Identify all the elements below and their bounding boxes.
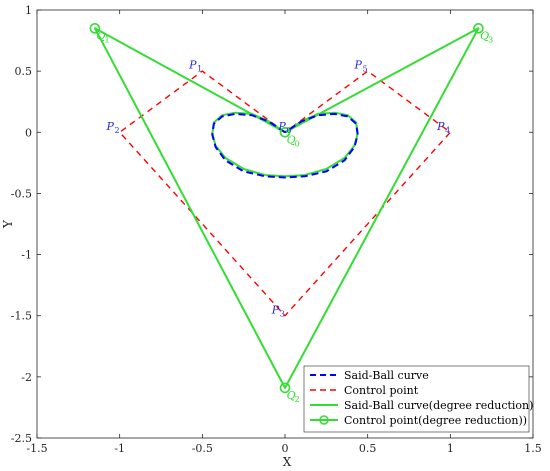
point-label-6-letter: Q xyxy=(287,133,296,146)
x-tick-label-2: -0.5 xyxy=(192,442,213,455)
point-label-8-letter: Q xyxy=(287,389,296,402)
y-tick-label-7: 1 xyxy=(25,4,32,17)
series-line-0 xyxy=(211,112,359,179)
point-label-2-letter: P xyxy=(105,120,114,133)
legend-marker-control-point-reduced xyxy=(319,415,329,425)
y-tick-label-6: 0.5 xyxy=(15,65,33,78)
y-axis-title: Y xyxy=(1,219,15,229)
x-tick-label-1: -1 xyxy=(114,442,125,455)
point-label-q0: Q0 xyxy=(287,133,300,148)
y-tick-label-0: -2.5 xyxy=(11,432,32,445)
point-label-q1: Q1 xyxy=(97,29,110,44)
y-tick-label-5: 0 xyxy=(25,126,32,139)
series-line-3 xyxy=(93,27,480,389)
legend-box xyxy=(303,365,530,433)
legend-label-control-point-reduced: Control point(degree reduction)) xyxy=(344,414,527,427)
y-tick-label-1: -2 xyxy=(21,371,32,384)
point-label-3-letter: P xyxy=(271,303,280,316)
series-line-1 xyxy=(118,70,451,317)
y-tick-label-4: -0.5 xyxy=(11,187,32,200)
x-tick-label-0: -1.5 xyxy=(26,442,47,455)
x-tick-label-6: 1.5 xyxy=(524,442,542,455)
point-label-8-subscript: 2 xyxy=(295,395,300,404)
point-label-6-subscript: 0 xyxy=(295,139,300,148)
x-axis-title: X xyxy=(283,455,292,469)
series-3-marker-4 xyxy=(279,126,291,138)
legend-label-said-ball-reduced: Said-Ball curve(degree reduction) xyxy=(344,399,533,412)
point-label-q3: Q3 xyxy=(480,29,493,44)
point-label-5-letter: P xyxy=(353,59,362,72)
point-label-0-letter: P xyxy=(277,120,286,133)
point-label-4-letter: P xyxy=(436,120,445,133)
series-line-2 xyxy=(211,111,359,178)
y-tick-label-3: -1 xyxy=(21,249,32,262)
point-label-0-subscript: 0 xyxy=(286,126,291,135)
point-label-9-subscript: 3 xyxy=(488,35,493,44)
series-3-marker-2 xyxy=(279,382,291,394)
point-label-3-subscript: 3 xyxy=(280,309,285,318)
x-tick-label-5: 1 xyxy=(447,442,454,455)
legend-label-control-point: Control point xyxy=(344,384,419,397)
x-tick-label-3: 0 xyxy=(282,442,289,455)
series-3-marker-1 xyxy=(89,23,101,34)
point-label-1-subscript: 1 xyxy=(197,65,202,74)
legend-label-said-ball: Said-Ball curve xyxy=(344,369,429,382)
series-3-marker-3 xyxy=(473,23,484,34)
point-label-5-subscript: 5 xyxy=(362,65,367,74)
x-tick-label-4: 0.5 xyxy=(359,442,377,455)
point-label-2-subscript: 2 xyxy=(114,126,119,135)
legend: Said-Ball curve Control point Said-Ball … xyxy=(303,365,533,433)
point-label-1-letter: P xyxy=(188,59,197,72)
point-label-7-letter: Q xyxy=(97,29,106,42)
point-label-4-subscript: 4 xyxy=(445,126,450,135)
y-tick-label-2: -1.5 xyxy=(11,310,32,323)
point-label-7-subscript: 1 xyxy=(105,35,110,44)
point-label-q2: Q2 xyxy=(287,389,300,404)
point-label-9-letter: Q xyxy=(480,29,489,42)
